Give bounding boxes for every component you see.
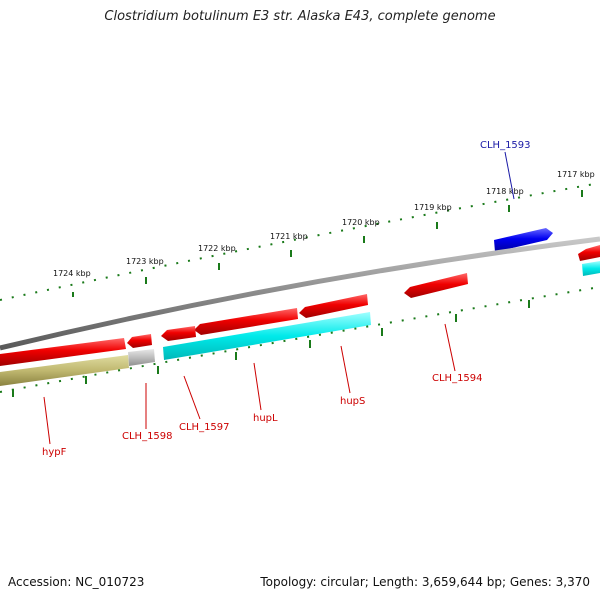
- gene-arrow-CLH_1593[interactable]: [494, 228, 553, 252]
- outer-scale-ticks: [72, 190, 583, 297]
- gene-label-leaders: [43, 323, 456, 445]
- gene-arrow-reverse-far-right[interactable]: [578, 245, 600, 261]
- inner-scale-ticks: [12, 300, 530, 397]
- scale-label-1721: 1721 kbp: [270, 232, 308, 241]
- cds-band-olive[interactable]: [0, 355, 129, 386]
- gene-arrow-hupL[interactable]: [194, 308, 298, 335]
- gene-label-CLH_1597: CLH_1597: [179, 422, 230, 433]
- cds-band-cyan-right[interactable]: [582, 261, 600, 276]
- scale-label-1722: 1722 kbp: [198, 244, 236, 253]
- gene-arrow-CLH_1598[interactable]: [127, 334, 152, 348]
- gene-arrow-hypF[interactable]: [0, 338, 126, 366]
- cds-band-gray[interactable]: [128, 349, 155, 366]
- scale-label-1720: 1720 kbp: [342, 218, 380, 227]
- genome-backbone: [0, 236, 600, 351]
- gene-label-hupS: hupS: [340, 396, 365, 407]
- outer-scale-arc: [0, 182, 600, 301]
- scale-label-1718: 1718 kbp: [486, 187, 524, 196]
- gene-arrow-CLH_1594[interactable]: [404, 273, 468, 298]
- inner-scale-arc: [0, 286, 600, 393]
- map-title: Clostridium botulinum E3 str. Alaska E43…: [104, 9, 496, 24]
- accession-text: Accession: NC_010723: [8, 575, 145, 589]
- gene-label-CLH_1594: CLH_1594: [432, 373, 483, 384]
- genome-summary-text: Topology: circular; Length: 3,659,644 bp…: [260, 575, 590, 589]
- cds-band-cyan[interactable]: [163, 312, 371, 360]
- scale-label-1724: 1724 kbp: [53, 269, 91, 278]
- gene-arrow-CLH_1597[interactable]: [161, 326, 196, 341]
- scale-label-1723: 1723 kbp: [126, 257, 164, 266]
- gene-label-CLH_1593: CLH_1593: [480, 140, 531, 151]
- label-leader-CLH_1593: [504, 151, 515, 200]
- gene-label-CLH_1598: CLH_1598: [122, 431, 173, 442]
- gene-label-hypF: hypF: [42, 447, 67, 458]
- scale-label-1719: 1719 kbp: [414, 203, 452, 212]
- scale-label-1717: 1717 kbp: [557, 170, 595, 179]
- gene-label-hupL: hupL: [253, 413, 278, 424]
- gene-arrow-hupS[interactable]: [299, 294, 368, 318]
